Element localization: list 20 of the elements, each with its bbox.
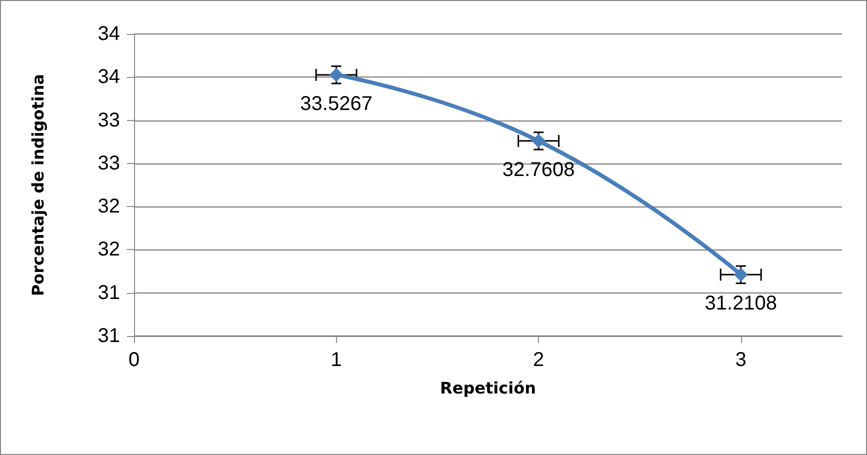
data-label: 32.7608 xyxy=(502,158,575,181)
point xyxy=(734,268,748,282)
data-label: 33.5267 xyxy=(300,92,372,115)
x-tick-label: 1 xyxy=(330,349,342,371)
x-tick-label: 0 xyxy=(128,349,140,371)
point xyxy=(532,134,546,148)
y-tick-label: 32 xyxy=(98,238,120,261)
y-tick-label: 32 xyxy=(98,196,120,218)
y-tick-label: 33 xyxy=(98,109,120,132)
x-axis-title: Repetición xyxy=(440,378,536,398)
point xyxy=(329,68,344,82)
data-label: 31.2108 xyxy=(704,292,778,315)
x-tick-label: 2 xyxy=(533,349,544,371)
y-axis-title: Porcentaje de indigotina xyxy=(28,74,48,296)
y-tick-label: 31 xyxy=(98,325,120,347)
y-tick-label: 31 xyxy=(98,282,120,304)
x-tick-label: 3 xyxy=(735,349,746,371)
y-tick-label: 34 xyxy=(98,66,120,88)
y-tick-label: 33 xyxy=(98,152,120,174)
y-tick-label: 34 xyxy=(98,23,120,45)
